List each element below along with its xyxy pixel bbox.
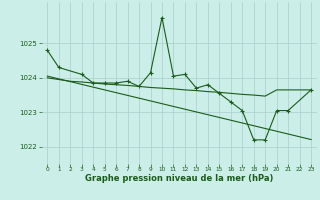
- X-axis label: Graphe pression niveau de la mer (hPa): Graphe pression niveau de la mer (hPa): [85, 174, 273, 183]
